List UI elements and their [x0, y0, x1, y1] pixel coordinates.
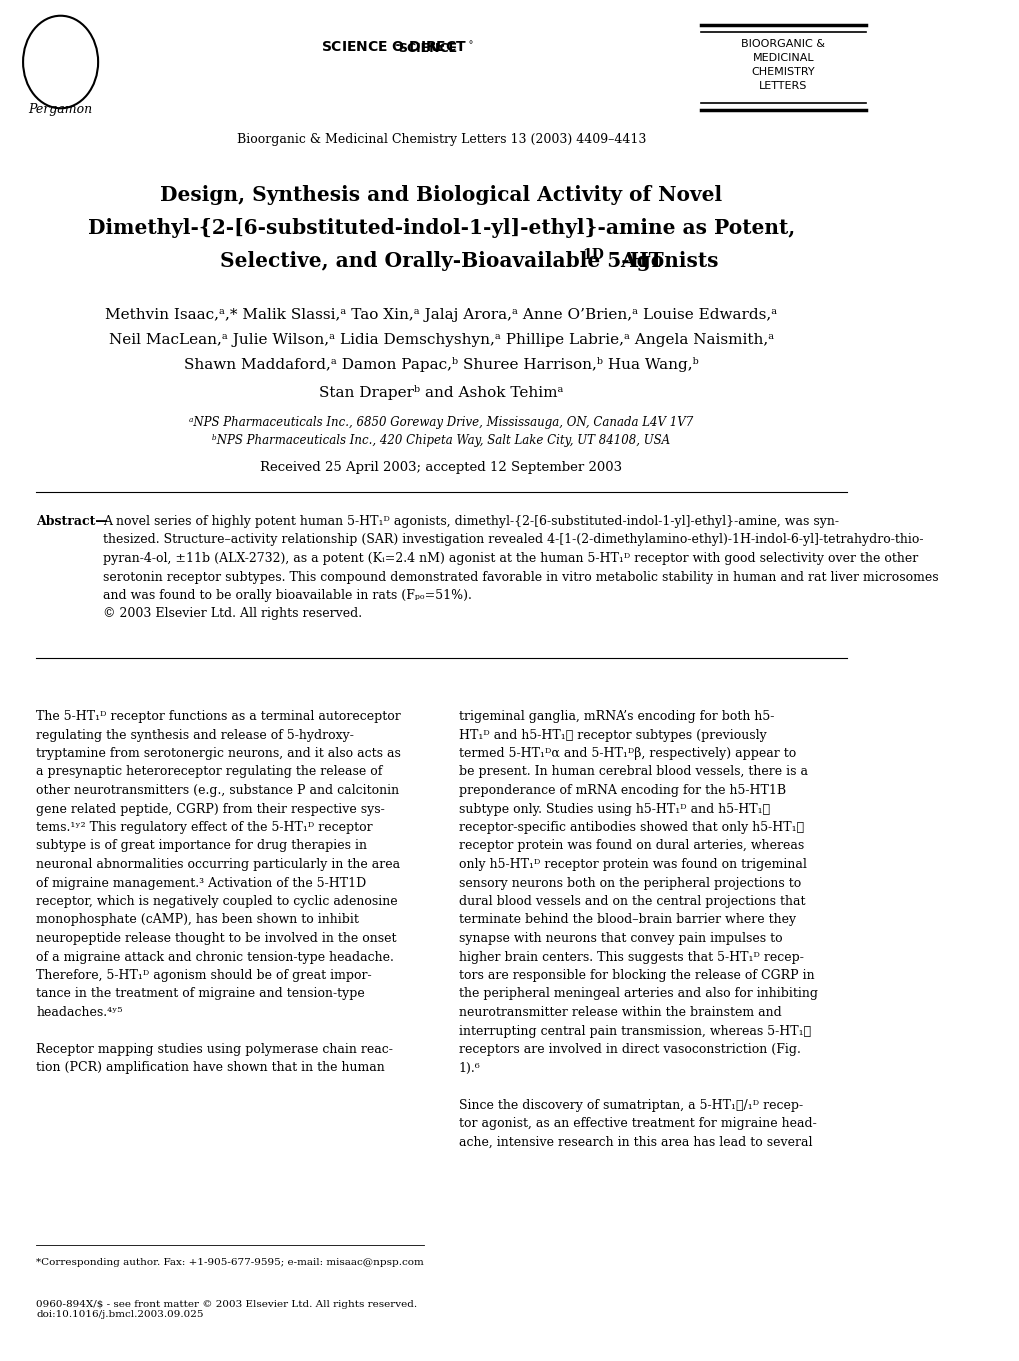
Text: SCIENCE $\mathbf{\Theta}$ DIRECT$^\circ$: SCIENCE $\mathbf{\Theta}$ DIRECT$^\circ$ — [321, 41, 473, 56]
Text: 1D: 1D — [582, 248, 603, 263]
Text: Agonists: Agonists — [613, 250, 717, 271]
Text: Pergamon: Pergamon — [29, 103, 93, 117]
Text: Shawn Maddaford,ᵃ Damon Papac,ᵇ Shuree Harrison,ᵇ Hua Wang,ᵇ: Shawn Maddaford,ᵃ Damon Papac,ᵇ Shuree H… — [184, 358, 698, 373]
Text: Abstract—: Abstract— — [37, 514, 108, 528]
Text: BIOORGANIC &
MEDICINAL
CHEMISTRY
LETTERS: BIOORGANIC & MEDICINAL CHEMISTRY LETTERS — [741, 39, 824, 91]
Text: The 5-HT₁ᴰ receptor functions as a terminal autoreceptor
regulating the synthesi: The 5-HT₁ᴰ receptor functions as a termi… — [37, 710, 400, 1074]
Text: Methvin Isaac,ᵃ,* Malik Slassi,ᵃ Tao Xin,ᵃ Jalaj Arora,ᵃ Anne O’Brien,ᵃ Louise E: Methvin Isaac,ᵃ,* Malik Slassi,ᵃ Tao Xin… — [105, 308, 776, 323]
Text: Received 25 April 2003; accepted 12 September 2003: Received 25 April 2003; accepted 12 Sept… — [260, 461, 622, 475]
Text: Neil MacLean,ᵃ Julie Wilson,ᵃ Lidia Demschyshyn,ᵃ Phillipe Labrie,ᵃ Angela Naism: Neil MacLean,ᵃ Julie Wilson,ᵃ Lidia Dems… — [109, 333, 773, 347]
Text: Dimethyl-{2-[6-substituted-indol-1-yl]-ethyl}-amine as Potent,: Dimethyl-{2-[6-substituted-indol-1-yl]-e… — [88, 218, 795, 238]
Text: trigeminal ganglia, mRNA’s encoding for both h5-
HT₁ᴰ and h5-HT₁၂ receptor subty: trigeminal ganglia, mRNA’s encoding for … — [459, 710, 817, 1149]
Text: SCIENCE: SCIENCE — [397, 41, 457, 54]
Text: A novel series of highly potent human 5-HT₁ᴰ agonists, dimethyl-{2-[6-substitute: A novel series of highly potent human 5-… — [103, 514, 937, 621]
Text: *Corresponding author. Fax: +1-905-677-9595; e-mail: misaac@npsp.com: *Corresponding author. Fax: +1-905-677-9… — [37, 1258, 424, 1267]
Text: 0960-894X/$ - see front matter © 2003 Elsevier Ltd. All rights reserved.
doi:10.: 0960-894X/$ - see front matter © 2003 El… — [37, 1300, 417, 1319]
Text: Selective, and Orally-Bioavailable 5-HT: Selective, and Orally-Bioavailable 5-HT — [219, 250, 662, 271]
Text: Bioorganic & Medicinal Chemistry Letters 13 (2003) 4409–4413: Bioorganic & Medicinal Chemistry Letters… — [236, 133, 646, 147]
Text: ᵇNPS Pharmaceuticals Inc., 420 Chipeta Way, Salt Lake City, UT 84108, USA: ᵇNPS Pharmaceuticals Inc., 420 Chipeta W… — [212, 434, 669, 448]
Text: Stan Draperᵇ and Ashok Tehimᵃ: Stan Draperᵇ and Ashok Tehimᵃ — [319, 385, 564, 400]
Text: ᵃNPS Pharmaceuticals Inc., 6850 Goreway Drive, Mississauga, ON, Canada L4V 1V7: ᵃNPS Pharmaceuticals Inc., 6850 Goreway … — [190, 415, 693, 429]
Text: Design, Synthesis and Biological Activity of Novel: Design, Synthesis and Biological Activit… — [160, 185, 721, 206]
